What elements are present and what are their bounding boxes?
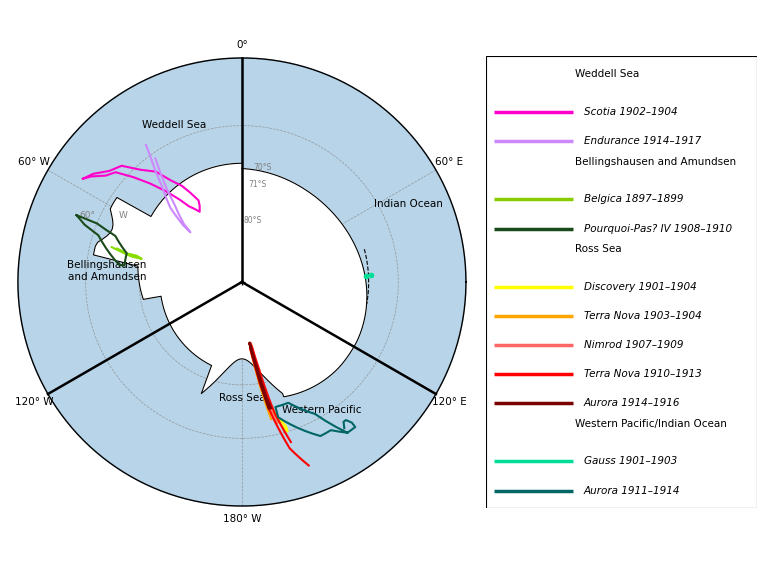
Text: Terra Nova 1910–1913: Terra Nova 1910–1913: [584, 369, 701, 379]
Text: 80°S: 80°S: [244, 216, 262, 225]
Text: Bellingshausen
and Amundsen: Bellingshausen and Amundsen: [67, 261, 147, 282]
Text: Belgica 1897–1899: Belgica 1897–1899: [584, 195, 683, 205]
Text: Weddell Sea: Weddell Sea: [142, 120, 207, 130]
Text: Gauss 1901–1903: Gauss 1901–1903: [584, 456, 677, 466]
Text: Ross Sea: Ross Sea: [219, 393, 265, 403]
Text: 0°: 0°: [236, 39, 248, 50]
Text: 60° E: 60° E: [435, 157, 463, 167]
Text: Indian Ocean: Indian Ocean: [374, 199, 443, 209]
Text: 60°: 60°: [80, 212, 96, 221]
Text: Bellingshausen and Amundsen: Bellingshausen and Amundsen: [575, 157, 737, 166]
Text: Endurance 1914–1917: Endurance 1914–1917: [584, 136, 701, 146]
Text: 120° W: 120° W: [15, 397, 53, 407]
Text: 120° E: 120° E: [432, 397, 467, 407]
Text: Scotia 1902–1904: Scotia 1902–1904: [584, 107, 677, 117]
Text: 71°S: 71°S: [248, 180, 267, 189]
Text: Aurora 1914–1916: Aurora 1914–1916: [584, 398, 680, 408]
Text: Ross Sea: Ross Sea: [575, 244, 622, 254]
Text: 70°S: 70°S: [253, 162, 271, 171]
Text: 180° W: 180° W: [223, 514, 261, 525]
Text: Pourquoi-Pas? IV 1908–1910: Pourquoi-Pas? IV 1908–1910: [584, 223, 732, 233]
Text: Western Pacific/Indian Ocean: Western Pacific/Indian Ocean: [575, 418, 727, 429]
Text: W: W: [118, 212, 127, 221]
Text: Aurora 1911–1914: Aurora 1911–1914: [584, 486, 680, 496]
Text: Weddell Sea: Weddell Sea: [575, 69, 639, 80]
Text: Terra Nova 1903–1904: Terra Nova 1903–1904: [584, 311, 701, 321]
Text: Discovery 1901–1904: Discovery 1901–1904: [584, 282, 696, 292]
Text: 60° W: 60° W: [18, 157, 50, 167]
Polygon shape: [94, 163, 367, 397]
Text: Nimrod 1907–1909: Nimrod 1907–1909: [584, 340, 683, 350]
Circle shape: [18, 58, 466, 506]
Text: Western Pacific: Western Pacific: [282, 405, 362, 415]
